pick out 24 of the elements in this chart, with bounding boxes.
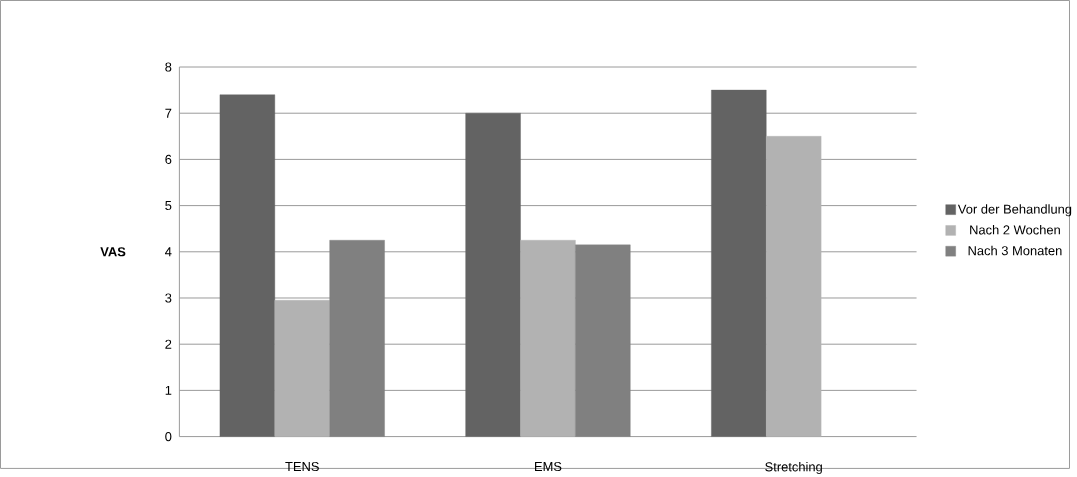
legend-label: Vor der Behandlung [957,204,1072,217]
y-tick-label: 3 [165,293,172,303]
legend-label: Nach 3 Monaten [968,245,1062,256]
y-tick-label: 5 [165,200,172,210]
y-tick-label: 2 [165,339,172,349]
legend-label: Nach 2 Wochen [970,224,1060,235]
y-tick-label: 1 [165,385,172,395]
y-tick-label: 7 [165,108,172,118]
bar [520,239,576,437]
x-tick-label: Stretching [765,461,822,474]
y-tick-label: 8 [165,62,172,72]
y-axis-title: VAS [100,247,126,257]
bar [711,89,767,437]
x-tick-label: EMS [535,461,562,471]
y-tick-label: 0 [165,431,172,442]
bar [575,244,631,437]
bar [219,94,276,437]
bar [766,135,822,437]
x-tick-label: TENS [285,461,319,471]
bar [465,112,521,437]
bar [329,239,385,437]
bar [274,299,330,437]
y-tick-label: 4 [165,247,172,257]
y-tick-label: 6 [165,154,172,164]
